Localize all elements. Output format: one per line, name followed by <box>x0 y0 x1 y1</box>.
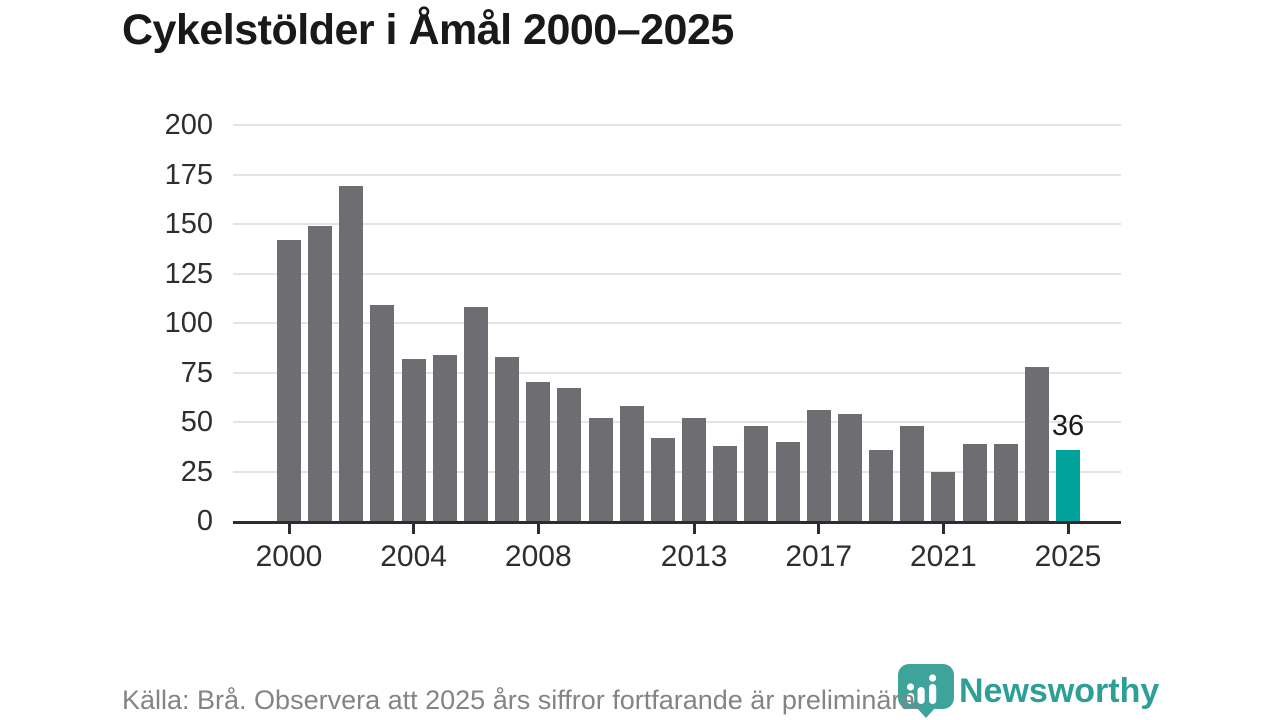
bar-2025 <box>1056 449 1080 521</box>
x-axis-line <box>233 521 1121 524</box>
y-tick-label-100: 100 <box>164 307 213 339</box>
y-tick-label-0: 0 <box>196 505 213 537</box>
x-tick-2021 <box>941 524 945 534</box>
bar-2005 <box>432 354 457 521</box>
bar-2010 <box>588 418 613 521</box>
bar-2020 <box>900 425 925 521</box>
gridline-y-25 <box>233 470 1121 473</box>
bar-2021 <box>931 471 956 521</box>
bar-2018 <box>837 414 862 521</box>
bar-2017 <box>806 410 831 521</box>
y-tick-label-200: 200 <box>164 109 213 141</box>
x-tick-2004 <box>412 524 416 534</box>
gridline-y-50 <box>233 421 1121 423</box>
gridline-y-175 <box>233 173 1121 176</box>
bar-2023 <box>993 443 1018 521</box>
bar-2019 <box>869 449 894 521</box>
bar-2009 <box>557 388 582 521</box>
x-tick-label-2013: 2013 <box>660 540 728 573</box>
bar-2002 <box>339 186 364 521</box>
x-tick-label-2021: 2021 <box>909 540 977 573</box>
bar-2011 <box>619 406 644 521</box>
bar-2013 <box>682 418 707 521</box>
bar-2015 <box>744 425 769 521</box>
newsworthy-logo: Newsworthy <box>896 663 1159 719</box>
x-tick-label-2004: 2004 <box>380 540 447 573</box>
x-tick-label-2008: 2008 <box>504 540 572 573</box>
bar-2008 <box>526 382 551 521</box>
gridline-y-150 <box>233 223 1121 225</box>
x-tick-2008 <box>536 524 540 534</box>
highlight-value-label: 36 <box>1051 409 1085 442</box>
bar-2022 <box>962 443 987 521</box>
y-tick-label-175: 175 <box>164 158 213 191</box>
x-tick-label-2017: 2017 <box>785 540 853 573</box>
x-tick-2013 <box>692 524 696 534</box>
chart-title: Cykelstölder i Åmål 2000–2025 <box>122 6 734 54</box>
bar-2012 <box>650 437 675 521</box>
x-tick-label-2000: 2000 <box>255 540 323 573</box>
source-note: Källa: Brå. Observera att 2025 års siffr… <box>122 685 923 715</box>
x-tick-label-2025: 2025 <box>1034 540 1102 573</box>
bar-2006 <box>463 307 488 521</box>
x-tick-2025 <box>1066 524 1070 534</box>
newsworthy-wordmark: Newsworthy <box>959 672 1160 710</box>
bar-2004 <box>401 358 426 521</box>
gridline-y-75 <box>233 371 1121 374</box>
y-tick-label-75: 75 <box>180 356 213 389</box>
bar-2024 <box>1024 366 1049 521</box>
plot-area: 0 25 50 75 100 125 150 175 200 2000 2004 2008 2013 20… <box>165 109 1121 573</box>
y-tick-label-25: 25 <box>180 455 213 488</box>
bar-2016 <box>775 441 800 521</box>
newsworthy-pin-icon <box>898 664 954 718</box>
bar-2000 <box>277 239 301 521</box>
bar-2001 <box>308 225 333 521</box>
gridline-y-125 <box>233 272 1121 275</box>
x-tick-2000 <box>287 524 291 534</box>
bar-2014 <box>713 445 738 521</box>
y-tick-label-150: 150 <box>164 208 213 240</box>
x-tick-2017 <box>817 524 821 534</box>
y-tick-label-125: 125 <box>164 257 213 290</box>
y-tick-label-50: 50 <box>180 406 213 438</box>
gridline-y-200 <box>233 124 1121 126</box>
gridline-y-100 <box>233 322 1121 324</box>
bar-2003 <box>370 305 395 521</box>
bar-2007 <box>495 356 520 521</box>
